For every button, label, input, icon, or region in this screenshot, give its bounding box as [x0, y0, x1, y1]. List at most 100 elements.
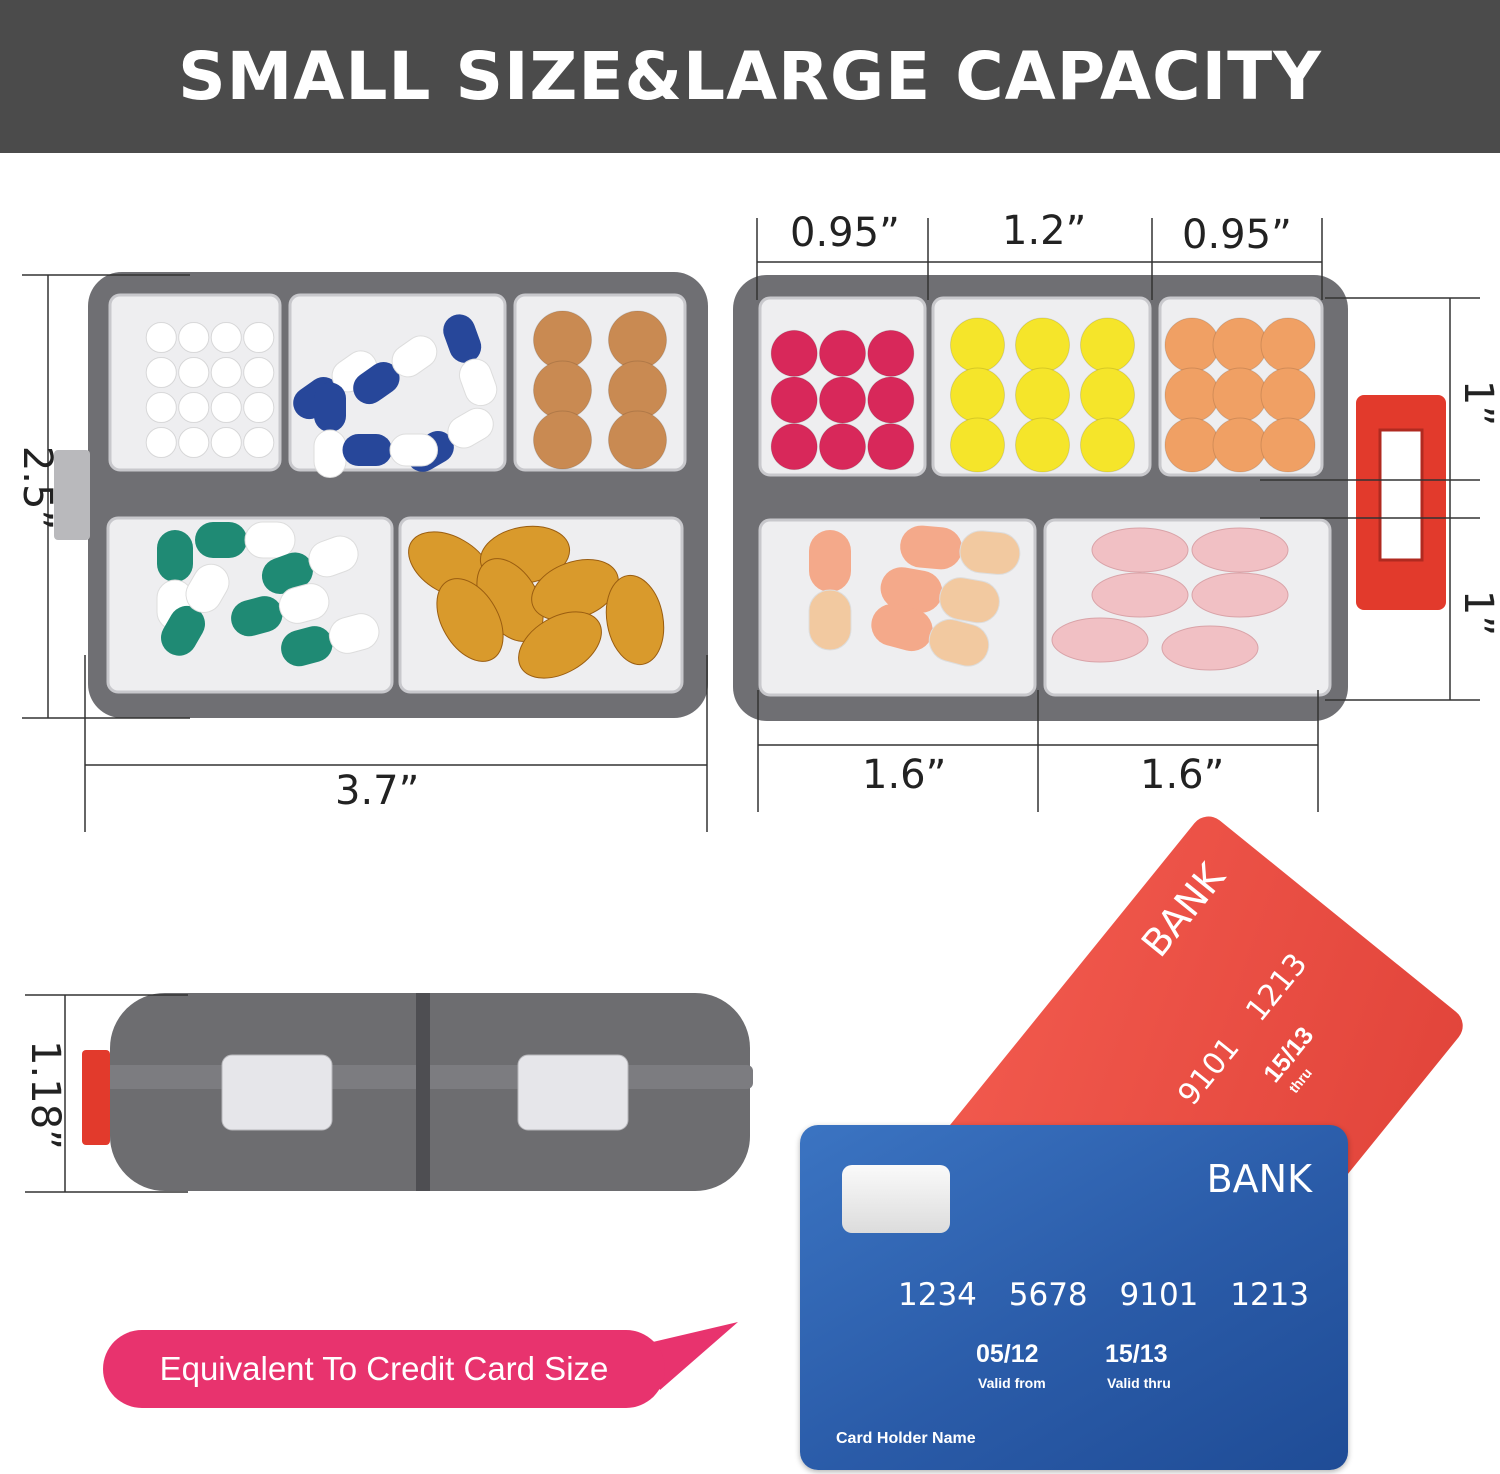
- blue-card-bank: BANK: [1206, 1157, 1312, 1201]
- valid-from-date: 05/12: [976, 1340, 1039, 1368]
- pill: [950, 417, 1005, 473]
- capsule-half: [809, 530, 851, 592]
- capsule-half: [313, 429, 347, 478]
- capsule-half: [928, 618, 990, 667]
- pill: [819, 329, 866, 377]
- pill: [533, 310, 592, 370]
- dim-bottom-right: 1.6”: [1140, 752, 1225, 798]
- capsule-half: [261, 552, 313, 594]
- softgel: [518, 611, 602, 679]
- pill: [1080, 417, 1135, 473]
- pill: [1015, 317, 1070, 373]
- capsule-half: [231, 596, 283, 637]
- title: SMALL SIZE&LARGE CAPACITY: [178, 38, 1322, 115]
- side-view-divider: [416, 993, 430, 1191]
- capsule-half: [157, 530, 193, 582]
- pill: [210, 427, 242, 458]
- capsule: [880, 567, 1000, 624]
- side-view-latch: [82, 1050, 110, 1145]
- pill: [178, 392, 210, 423]
- pill: [210, 392, 242, 423]
- pill: [1260, 417, 1316, 473]
- capsule-half: [161, 605, 205, 656]
- pill: [608, 360, 667, 420]
- pill: [533, 410, 592, 470]
- tablet: [1051, 617, 1149, 663]
- pill: [1212, 417, 1268, 473]
- blue-card-number: 1234 5678 9101 1213: [898, 1277, 1310, 1313]
- pill: [867, 329, 915, 377]
- capsule-half: [328, 613, 380, 654]
- capsule-half: [391, 335, 438, 378]
- capsule-half: [244, 521, 296, 559]
- blue-credit-card: BANK 1234 5678 9101 1213 05/12 Valid fro…: [800, 1125, 1348, 1470]
- pill: [1080, 317, 1135, 373]
- pill: [950, 367, 1005, 423]
- capsule: [313, 382, 347, 478]
- capsule-half: [389, 433, 438, 467]
- pill: [145, 392, 177, 423]
- capsule: [808, 530, 852, 651]
- dim-height: 2.5”: [14, 445, 61, 531]
- capsule-half: [900, 525, 963, 570]
- pill: [145, 357, 177, 388]
- pill: [950, 317, 1005, 373]
- capsule-half: [443, 314, 482, 363]
- pill: [243, 392, 275, 423]
- pill: [770, 376, 818, 424]
- pill: [770, 329, 818, 377]
- pill: [608, 310, 667, 370]
- pill: [1164, 317, 1220, 373]
- pill: [243, 357, 275, 388]
- capsule-half: [342, 434, 392, 466]
- hinge-tab: [54, 450, 90, 540]
- valid-thru-date: 15/13: [1105, 1340, 1168, 1368]
- pill: [1015, 367, 1070, 423]
- tablet: [1091, 527, 1189, 573]
- capsule-half: [808, 589, 852, 651]
- pill: [867, 423, 915, 471]
- capsule-half: [195, 522, 247, 558]
- pill: [1164, 367, 1220, 423]
- pill: [770, 423, 818, 471]
- tablet: [1091, 572, 1189, 618]
- pill: [178, 322, 210, 353]
- pill: [178, 427, 210, 458]
- dim-thickness: 1.18”: [21, 1040, 68, 1150]
- dim-top-right: 0.95”: [1182, 212, 1292, 258]
- dim-right-bottom: 1”: [1455, 589, 1500, 637]
- capsule: [443, 314, 498, 407]
- capsule-half: [353, 362, 400, 405]
- pill: [819, 376, 866, 424]
- pill: [1260, 367, 1316, 423]
- dim-bottom-left: 1.6”: [862, 752, 947, 798]
- valid-thru-label: Valid thru: [1107, 1375, 1171, 1391]
- latch-slot: [1378, 428, 1424, 562]
- softgel: [436, 578, 504, 662]
- capsule: [353, 335, 438, 405]
- side-view-clip: [517, 1054, 629, 1131]
- capsule-half: [281, 626, 333, 667]
- capsule: [342, 433, 438, 467]
- pill: [1164, 417, 1220, 473]
- pill: [145, 427, 177, 458]
- capsule-half: [447, 407, 494, 449]
- pill: [608, 410, 667, 470]
- capsule: [261, 535, 359, 594]
- capsule: [161, 563, 230, 656]
- pill: [210, 322, 242, 353]
- tablet: [1161, 625, 1259, 671]
- capsule-half: [278, 583, 330, 624]
- capsule: [900, 525, 1021, 575]
- side-view-clip: [221, 1054, 333, 1131]
- pill: [1212, 367, 1268, 423]
- chip-icon: [842, 1165, 950, 1233]
- softgel: [605, 574, 665, 666]
- dim-top-left: 0.95”: [790, 210, 900, 256]
- card-holder-name: Card Holder Name: [836, 1430, 976, 1447]
- pill: [1015, 417, 1070, 473]
- callout-text: Equivalent To Credit Card Size: [159, 1350, 609, 1387]
- dim-width: 3.7”: [335, 768, 420, 814]
- dim-right-top: 1”: [1455, 379, 1500, 427]
